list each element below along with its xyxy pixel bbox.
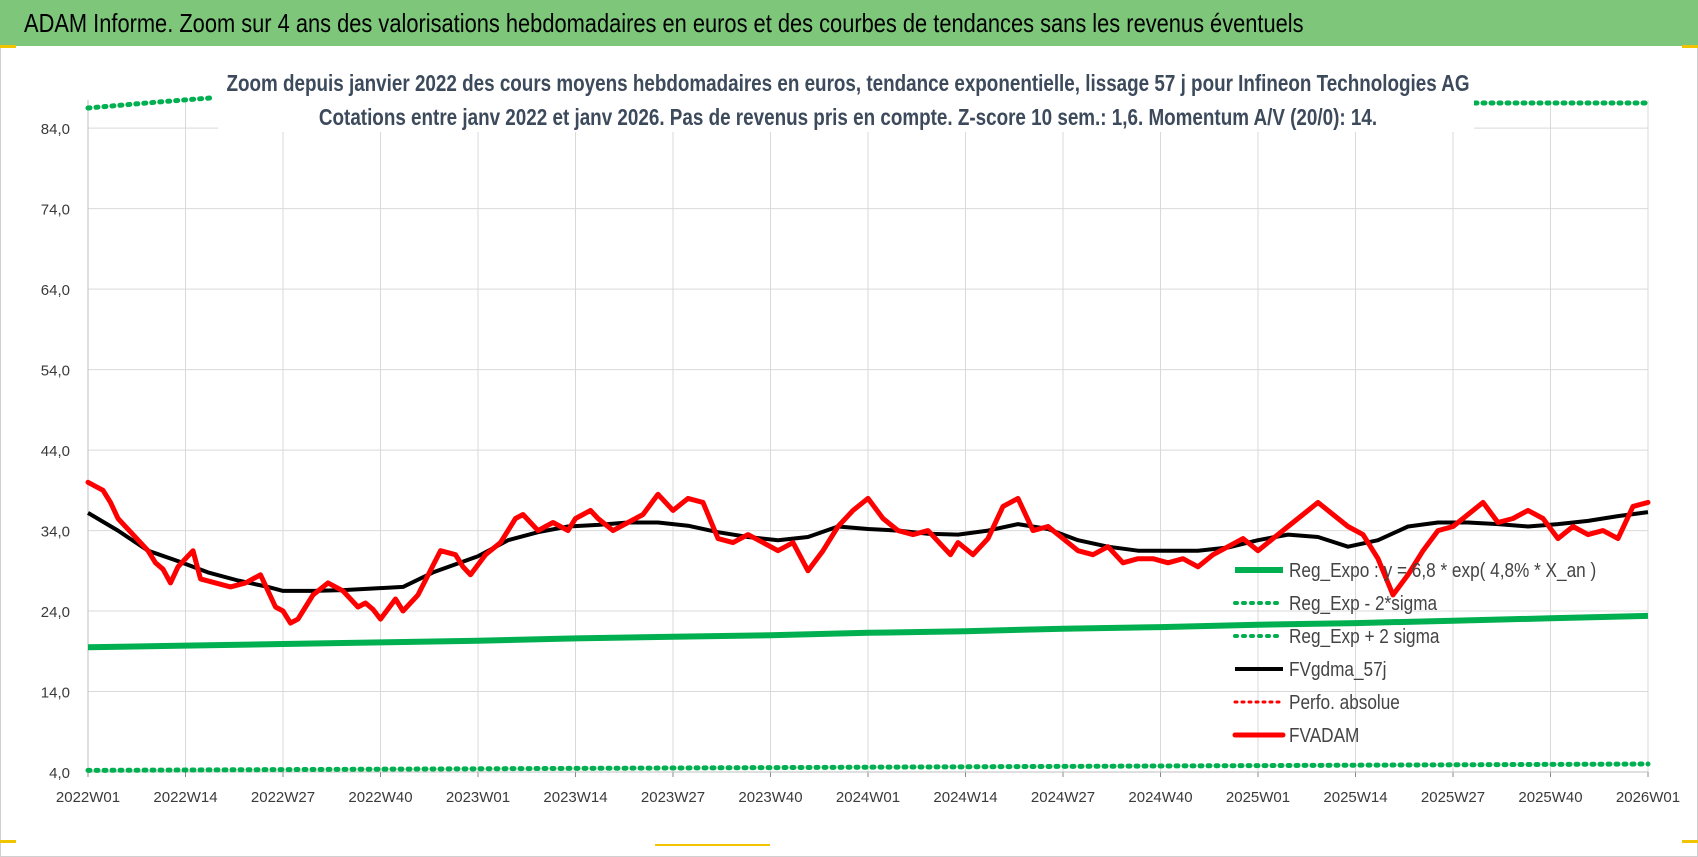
y-tick-label: 24,0 <box>41 604 70 621</box>
y-tick-label: 74,0 <box>41 202 70 219</box>
corner-marker-left <box>0 45 16 48</box>
y-tick-label: 4,0 <box>49 765 70 782</box>
grid-lines <box>87 100 1649 773</box>
x-tick-label: 2026W01 <box>1616 789 1680 806</box>
y-tick-label: 84,0 <box>41 121 70 138</box>
y-tick-label: 44,0 <box>41 443 70 460</box>
x-tick-label: 2025W27 <box>1421 789 1485 806</box>
legend-label-fvgdma-57j: FVgdma_57j <box>1289 658 1386 682</box>
legend-label-reg-expo-y-6-8-exp-4-8-x-an: Reg_Expo : y = 6,8 * exp( 4,8% * X_an ) <box>1289 559 1596 583</box>
corner-marker-right <box>1682 45 1698 48</box>
legend: Reg_Expo : y = 6,8 * exp( 4,8% * X_an ) R… <box>1232 559 1596 747</box>
series-lines <box>85 95 1651 773</box>
series-line-reg-expo-y-6-8-exp-4-8-x-an <box>87 612 1649 651</box>
x-tick-label: 2023W01 <box>446 789 510 806</box>
x-tick-label: 2022W27 <box>251 789 315 806</box>
x-tick-label: 2022W01 <box>56 789 120 806</box>
x-tick-label: 2025W14 <box>1323 789 1387 806</box>
report-banner-title: ADAM Informe. Zoom sur 4 ans des valoris… <box>24 8 1304 38</box>
x-tick-label: 2024W40 <box>1128 789 1192 806</box>
legend-label-fvadam: FVADAM <box>1289 724 1359 747</box>
x-tick-label: 2023W40 <box>738 789 802 806</box>
x-tick-label: 2025W01 <box>1226 789 1290 806</box>
corner-marker-bottom-center <box>655 844 770 846</box>
corner-marker-bottom-left <box>0 840 16 843</box>
series-line-fvadam <box>85 479 1651 626</box>
chart-title-mask <box>218 66 1474 132</box>
series-line-reg-exp-2-sigma <box>85 95 218 111</box>
report-banner: ADAM Informe. Zoom sur 4 ans des valoris… <box>0 0 1698 46</box>
x-tick-label: 2025W40 <box>1518 789 1582 806</box>
legend-label-reg-exp-2-sigma: Reg_Exp - 2*sigma <box>1289 592 1438 616</box>
chart-subtitle: Cotations entre janv 2022 et janv 2026. … <box>319 105 1377 130</box>
series-line-fvgdma-57j <box>86 510 1649 593</box>
y-tick-label: 54,0 <box>41 363 70 380</box>
x-tick-label: 2024W27 <box>1031 789 1095 806</box>
x-tick-label: 2023W14 <box>543 789 607 806</box>
y-tick-label: 64,0 <box>41 282 70 299</box>
x-tick-label: 2023W27 <box>641 789 705 806</box>
series-line-reg-exp-2-sigma <box>85 761 1651 773</box>
x-tick-label: 2024W01 <box>836 789 900 806</box>
chart-title: Zoom depuis janvier 2022 des cours moyen… <box>226 71 1469 96</box>
corner-marker-bottom-right <box>1682 840 1698 843</box>
x-tick-label: 2022W40 <box>348 789 412 806</box>
x-tick-label: 2024W14 <box>933 789 997 806</box>
x-tick-label: 2022W14 <box>153 789 217 806</box>
axes: 84,0 74,0 64,0 54,0 44,0 34,0 24,0 14,0 4,0 2022W… <box>41 100 1680 806</box>
y-tick-label: 34,0 <box>41 524 70 541</box>
legend-label-reg-exp-2-sigma: Reg_Exp + 2 sigma <box>1289 625 1440 649</box>
y-tick-label: 14,0 <box>41 685 70 702</box>
legend-label-perfo-absolue: Perfo. absolue <box>1289 691 1400 714</box>
